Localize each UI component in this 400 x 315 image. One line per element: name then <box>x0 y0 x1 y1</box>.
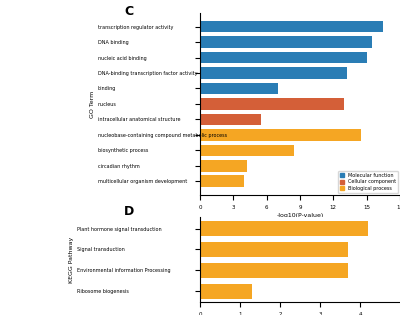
Bar <box>200 284 252 299</box>
Bar <box>200 175 244 187</box>
Y-axis label: GO Term: GO Term <box>90 90 95 117</box>
Bar <box>200 114 261 125</box>
Bar <box>200 21 383 32</box>
Bar <box>200 98 344 110</box>
Bar <box>200 221 368 236</box>
Bar <box>200 160 247 172</box>
Bar <box>200 129 361 140</box>
Bar <box>200 52 367 63</box>
Bar <box>200 83 278 94</box>
Bar <box>200 263 348 278</box>
X-axis label: -log10(P-value): -log10(P-value) <box>276 213 324 218</box>
Y-axis label: KEGG Pathway: KEGG Pathway <box>69 237 74 283</box>
Bar <box>200 145 294 156</box>
Bar <box>200 67 347 79</box>
Legend: Molecular function, Cellular component, Biological process: Molecular function, Cellular component, … <box>338 171 398 193</box>
Text: D: D <box>124 205 134 218</box>
Bar <box>200 36 372 48</box>
Text: C: C <box>124 5 133 18</box>
Bar <box>200 242 348 257</box>
